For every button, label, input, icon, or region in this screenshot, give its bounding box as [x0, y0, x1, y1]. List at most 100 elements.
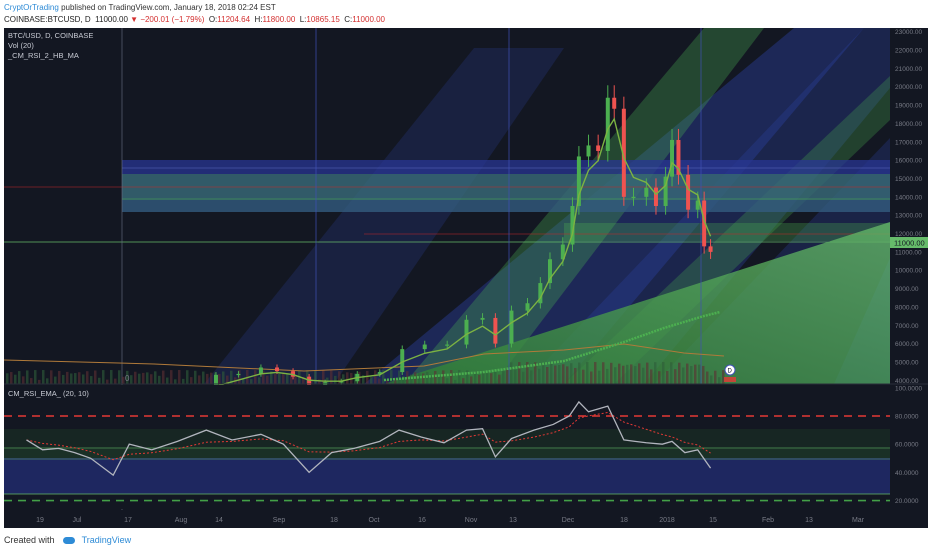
rsi-lower-band	[4, 458, 890, 494]
candle-body	[670, 139, 675, 177]
volume-bar	[398, 370, 401, 384]
volume-bar	[322, 370, 325, 384]
volume-bar	[78, 372, 81, 384]
dividend-marker[interactable]: D	[724, 364, 736, 382]
volume-bar	[590, 371, 593, 384]
volume-bar	[702, 365, 705, 384]
volume-bar	[278, 372, 281, 384]
volume-bar	[14, 374, 17, 384]
legend-symbol: BTC/USD, D, COINBASE	[8, 31, 93, 40]
chart-header: CryptOrTrading published on TradingView.…	[0, 0, 932, 30]
volume-bar	[186, 370, 189, 384]
volume-bar	[674, 369, 677, 384]
volume-bar	[422, 373, 425, 384]
down-arrow-icon: ▼	[130, 15, 139, 24]
rsi-tick-label: 40.0000	[895, 470, 919, 477]
volume-bar	[538, 368, 541, 384]
volume-bar	[554, 365, 557, 384]
volume-bar	[698, 364, 701, 384]
price-tick-label: 21000.00	[895, 66, 922, 73]
volume-bar	[282, 372, 285, 384]
candle-body	[236, 373, 241, 376]
volume-bar	[426, 371, 429, 384]
volume-bar	[158, 375, 161, 384]
time-tick-label: 13	[805, 517, 813, 524]
time-tick-label: 19	[36, 517, 44, 524]
price-candles	[101, 85, 713, 416]
volume-bar	[662, 362, 665, 384]
time-tick-label: Jul	[73, 517, 82, 524]
volume-bar	[34, 370, 37, 384]
volume-bar	[410, 374, 413, 384]
rsi-axis: 20.0000 40.0000 60.0000 80.0000 100.0000	[895, 385, 922, 505]
volume-bar	[582, 369, 585, 384]
volume-bar	[18, 371, 21, 384]
chart-svg[interactable]: 0 4000.00 5000.00 6000.00 7000.00 8000.00 900…	[3, 28, 928, 528]
volume-bar	[334, 375, 337, 384]
volume-bar	[394, 377, 397, 384]
volume-bar	[494, 372, 497, 384]
price-axis: 4000.00 5000.00 6000.00 7000.00 8000.00 9000.…	[890, 28, 928, 385]
volume-bar	[462, 378, 465, 384]
volume-bar	[690, 365, 693, 384]
volume-bar	[562, 364, 565, 384]
volume-bar	[6, 373, 9, 384]
volume-bar	[294, 375, 297, 384]
price-tick-label: 13000.00	[895, 213, 922, 220]
volume-bar	[442, 370, 445, 384]
volume-bar	[558, 364, 561, 384]
volume-bar	[86, 371, 89, 384]
volume-bar	[206, 373, 209, 384]
volume-bar	[630, 364, 633, 384]
volume-bar	[710, 375, 713, 384]
volume-bar	[578, 362, 581, 384]
low-value: 10865.15	[306, 15, 340, 24]
volume-bar	[526, 362, 529, 384]
volume-bar	[102, 370, 105, 384]
volume-bar	[142, 372, 145, 384]
candle-body	[605, 97, 610, 151]
candle-body	[663, 176, 668, 206]
volume-bar	[430, 374, 433, 384]
volume-bar	[566, 366, 569, 384]
price-tick-label: 6000.00	[895, 341, 919, 348]
volume-bar	[502, 371, 505, 384]
tradingview-link[interactable]: TradingView	[81, 535, 132, 545]
volume-bar	[210, 372, 213, 384]
moving-average-line	[3, 343, 725, 372]
volume-bar	[486, 373, 489, 384]
volume-bar	[606, 368, 609, 384]
volume-bar	[70, 373, 73, 384]
close-value: 11000.00	[352, 15, 386, 24]
author-link[interactable]: CryptOrTrading	[4, 3, 59, 12]
price-change: −200.01 (−1.79%)	[140, 15, 205, 24]
candle-body	[400, 349, 405, 373]
volume-bar	[378, 378, 381, 384]
rsi-title: CM_RSI_EMA_ (20, 10)	[8, 389, 89, 398]
candle-body	[480, 317, 485, 320]
rsi-tick-label: 100.0000	[895, 385, 922, 392]
volume-bar	[454, 379, 457, 384]
time-tick-label: Aug	[175, 517, 188, 524]
volume-bar	[542, 362, 545, 384]
price-tick-label: 10000.00	[895, 268, 922, 275]
volume-bar	[722, 370, 725, 384]
candle-body	[377, 372, 382, 374]
volume-bar	[638, 363, 641, 384]
volume-bar	[62, 374, 65, 384]
volume-bar	[254, 370, 257, 384]
volume-bar	[166, 377, 169, 384]
high-value: 11800.00	[262, 15, 296, 24]
footer: Created with TradingView	[0, 529, 932, 550]
volume-bar	[586, 362, 589, 384]
volume-bar	[314, 370, 317, 384]
candle-body	[586, 145, 591, 157]
candle-body	[464, 319, 469, 345]
volume-bar	[626, 364, 629, 384]
price-tick-label: 17000.00	[895, 139, 922, 146]
rsi-ema-line	[26, 411, 711, 461]
volume-bar	[510, 362, 513, 384]
chart-canvas[interactable]: 0 4000.00 5000.00 6000.00 7000.00 8000.00 900…	[3, 28, 928, 528]
volume-bar	[46, 378, 49, 384]
volume-bar	[82, 374, 85, 384]
